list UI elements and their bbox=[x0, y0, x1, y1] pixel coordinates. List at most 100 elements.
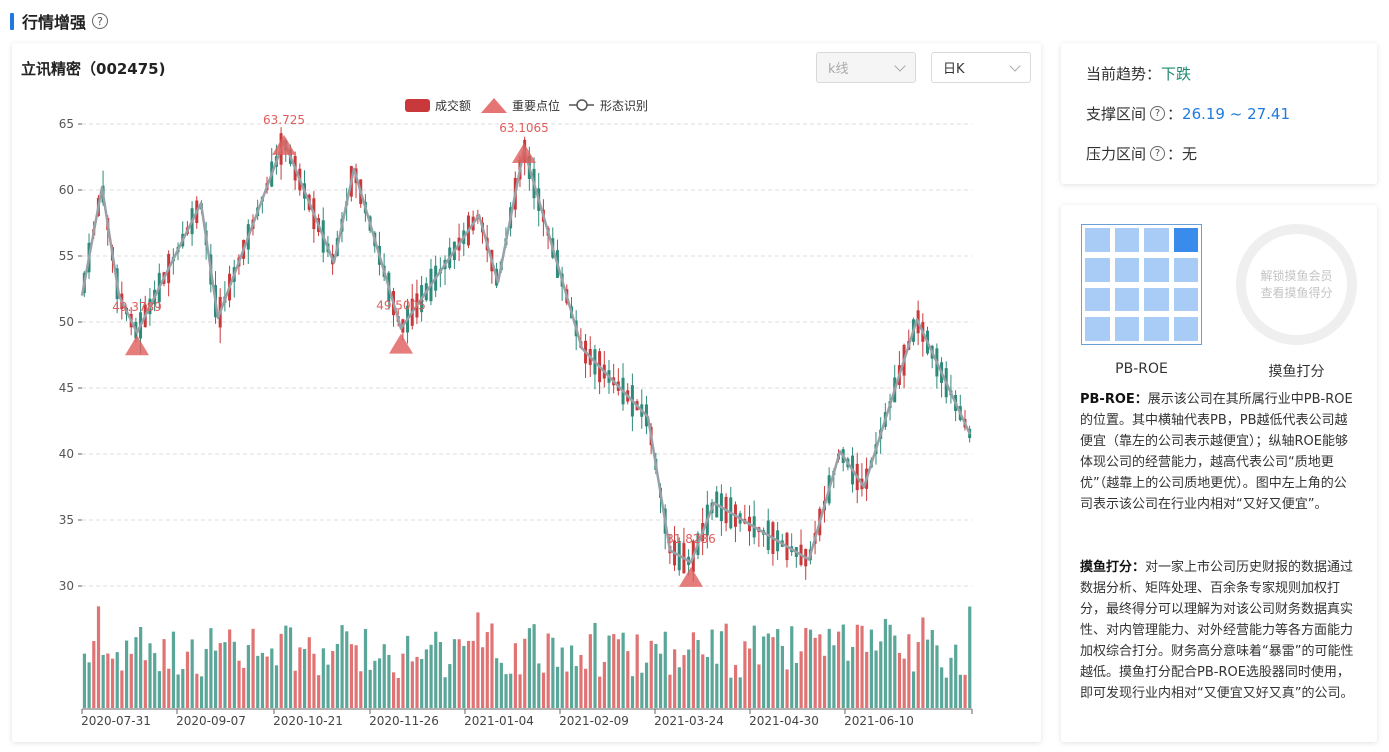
key-point-marker bbox=[125, 335, 149, 356]
volume-bar bbox=[677, 667, 681, 708]
volume-bar bbox=[546, 633, 550, 708]
volume-bar bbox=[354, 645, 358, 708]
help-icon[interactable]: ? bbox=[1150, 146, 1166, 161]
volume-bar bbox=[930, 630, 934, 708]
chart-card: 30 35 40 45 50 55 60 65 49.3789 63.725 49.5005 63.1… bbox=[12, 43, 1041, 742]
volume-bar bbox=[827, 628, 831, 708]
volume-bar bbox=[724, 623, 728, 708]
grid-cell bbox=[1144, 317, 1169, 341]
volume-bar bbox=[349, 644, 354, 708]
help-icon[interactable]: ? bbox=[92, 13, 109, 29]
volume-bar bbox=[82, 653, 87, 708]
volume-bar bbox=[616, 639, 621, 708]
grid-cell bbox=[1085, 257, 1110, 282]
volume-bar bbox=[377, 658, 382, 708]
key-point-label: 63.1065 bbox=[499, 121, 549, 135]
volume-bar bbox=[157, 671, 161, 708]
volume-bar bbox=[649, 640, 653, 708]
pbroe-desc-text: 展示该公司在其所属行业中PB-ROE的位置。其中横轴代表PB，PB越低代表公司越… bbox=[1080, 392, 1353, 512]
help-icon[interactable]: ? bbox=[1150, 106, 1166, 121]
candlestick-chart: 30 35 40 45 50 55 60 65 49.3789 63.725 49.5005 63.1… bbox=[59, 98, 973, 728]
volume-bar bbox=[588, 634, 592, 708]
volume-bar bbox=[443, 677, 447, 708]
volume-bar bbox=[630, 676, 635, 708]
key-point-label: 63.725 bbox=[263, 113, 305, 127]
period-select[interactable]: 日K bbox=[931, 52, 1031, 83]
volume-bar bbox=[954, 644, 958, 708]
x-tick-label: 2020-07-31 bbox=[81, 714, 151, 728]
volume-bar bbox=[167, 668, 171, 708]
x-tick-label: 2021-03-24 bbox=[654, 714, 724, 728]
volume-bar bbox=[738, 677, 742, 708]
volume-bar bbox=[832, 645, 836, 708]
volume-bar bbox=[598, 676, 602, 708]
period-value: 日K bbox=[943, 62, 965, 77]
volume-bar bbox=[574, 666, 578, 708]
legend-key-point-swatch bbox=[481, 98, 507, 113]
volume-bar bbox=[771, 637, 775, 708]
volume-bar bbox=[420, 659, 424, 708]
volume-bar bbox=[115, 652, 119, 708]
volume-bar bbox=[368, 669, 372, 708]
current-trend-value: 下跌 bbox=[1161, 65, 1192, 83]
volume-bar bbox=[949, 657, 953, 708]
volume-bar bbox=[968, 606, 972, 708]
volume-bar bbox=[139, 627, 143, 708]
volume-bar bbox=[860, 625, 864, 708]
volume-bar bbox=[87, 662, 91, 708]
y-tick-label: 60 bbox=[59, 183, 74, 197]
volume-bar bbox=[434, 631, 438, 708]
volume-bar bbox=[490, 623, 494, 708]
grid-cell bbox=[1144, 228, 1169, 252]
pbroe-description: PB-ROE：展示该公司在其所属行业中PB-ROE的位置。其中横轴代表PB，PB… bbox=[1080, 389, 1356, 515]
support-label: 支撑区间 bbox=[1086, 105, 1147, 123]
x-tick-label: 2020-09-07 bbox=[176, 714, 246, 728]
kline-type-select[interactable]: k线 bbox=[816, 52, 916, 83]
score-ring[interactable]: 解锁摸鱼会员 查看摸鱼得分 bbox=[1236, 224, 1357, 345]
volume-bar bbox=[527, 628, 532, 708]
volume-bar bbox=[345, 631, 349, 708]
volume-bar bbox=[926, 639, 930, 708]
volume-bar bbox=[223, 642, 227, 708]
score-desc-title: 摸鱼打分： bbox=[1080, 560, 1146, 575]
volume-bar bbox=[401, 653, 405, 708]
pressure-value: 无 bbox=[1182, 145, 1198, 163]
y-tick-label: 65 bbox=[59, 117, 74, 131]
volume-bar bbox=[663, 631, 667, 708]
volume-bar bbox=[841, 624, 845, 708]
volume-bar bbox=[532, 624, 536, 708]
volume-bar bbox=[691, 632, 695, 708]
volume-bar bbox=[218, 643, 222, 708]
key-point-marker bbox=[512, 142, 536, 163]
x-tick-label: 2021-06-10 bbox=[844, 714, 914, 728]
colon: ： bbox=[1167, 105, 1183, 123]
score-description: 摸鱼打分：对一家上市公司历史财报的数据通过数据分析、矩阵处理、百余条专家规则加权… bbox=[1080, 557, 1356, 704]
section-header: 行情增强 ? bbox=[10, 10, 109, 32]
volume-bar bbox=[214, 650, 218, 708]
volume-bar bbox=[195, 673, 199, 708]
volume-bar bbox=[757, 664, 761, 708]
volume-bar bbox=[644, 662, 649, 708]
volume-bar bbox=[897, 652, 902, 708]
grid-cell bbox=[1085, 228, 1110, 252]
volume-bar bbox=[851, 646, 855, 708]
volume-bar bbox=[794, 662, 799, 708]
volume-bar bbox=[893, 635, 897, 708]
y-tick-label: 55 bbox=[59, 249, 74, 263]
volume-bar bbox=[551, 637, 555, 708]
volume-bar bbox=[396, 677, 400, 708]
volume-bar bbox=[869, 629, 873, 708]
volume-bar bbox=[326, 664, 330, 708]
volume-bar bbox=[382, 644, 386, 708]
volume-bar bbox=[715, 663, 719, 708]
volume-bar bbox=[560, 647, 564, 708]
current-trend-row: 当前趋势： 下跌 bbox=[1086, 63, 1191, 84]
section-title: 行情增强 bbox=[22, 13, 87, 32]
pbroe-grid[interactable] bbox=[1081, 224, 1202, 345]
volume-bar bbox=[471, 640, 475, 708]
volume-bar bbox=[284, 625, 288, 708]
legend-volume-swatch bbox=[405, 99, 430, 112]
volume-bar bbox=[134, 637, 138, 708]
volume-bar bbox=[424, 649, 428, 708]
y-tick-label: 40 bbox=[59, 447, 74, 461]
